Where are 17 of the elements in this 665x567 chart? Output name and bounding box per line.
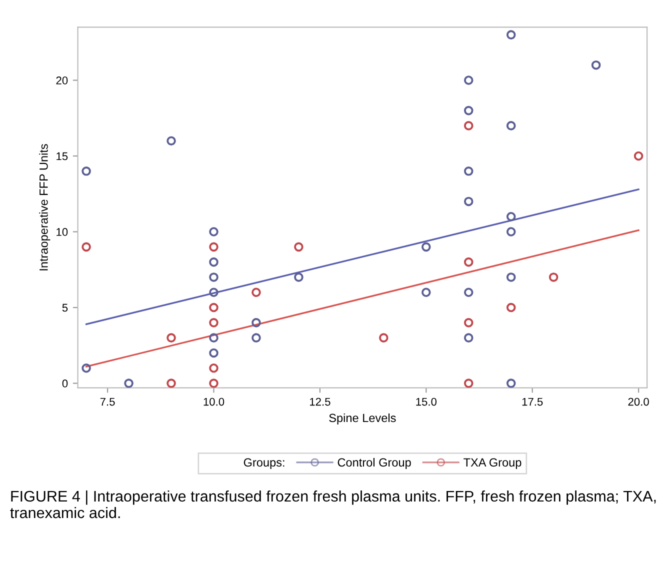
- y-tick-label: 0: [62, 380, 68, 388]
- y-tick-label: 15: [56, 152, 68, 160]
- y-tick-label: 20: [56, 76, 68, 84]
- y-tick-label: 5: [62, 304, 68, 312]
- x-tick-label: 20.0: [628, 398, 649, 406]
- x-axis-title: Spine Levels: [329, 413, 396, 424]
- legend-label: Control Group: [338, 458, 411, 469]
- x-tick-label: 17.5: [522, 398, 543, 406]
- x-tick-label: 7.5: [100, 398, 115, 406]
- x-tick-label: 15.0: [416, 398, 437, 406]
- y-axis-title: Intraoperative FFP Units: [39, 144, 50, 270]
- x-tick-label: 10.0: [204, 398, 224, 406]
- caption: FIGURE 4 | Intraoperative transfused frozen fresh plasma units. FFP, fresh frozen plasma; TXA, tranexamic acid.: [10, 490, 656, 518]
- legend-label: TXA Group: [464, 458, 522, 469]
- x-tick-label: 12.5: [310, 398, 330, 406]
- legend-title: Groups:: [244, 458, 284, 469]
- y-tick-label: 10: [56, 228, 68, 236]
